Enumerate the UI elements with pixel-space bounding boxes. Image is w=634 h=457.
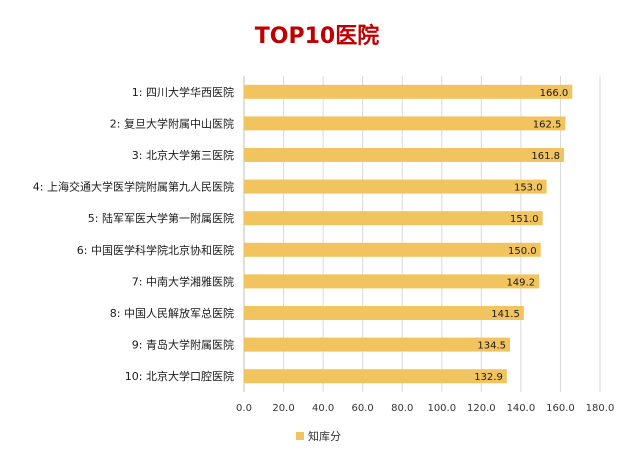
bar — [244, 369, 507, 384]
data-label: 141.5 — [491, 309, 520, 320]
category-label: 2: 复旦大学附属中山医院 — [110, 116, 234, 130]
data-label: 161.8 — [531, 151, 560, 162]
bar — [244, 211, 543, 226]
category-label: 10: 北京大学口腔医院 — [125, 369, 234, 383]
x-tick-label: 160.0 — [546, 403, 575, 414]
data-label: 166.0 — [540, 88, 569, 99]
bar — [244, 274, 540, 289]
labels-layer: 0.0 20.0 40.0 60.0 80.0 100.0 120.0 140.0 160.0 1… — [33, 85, 615, 414]
x-tick-label: 20.0 — [272, 403, 294, 414]
x-tick-label: 40.0 — [312, 403, 334, 414]
data-label: 149.2 — [506, 277, 535, 288]
bar — [244, 179, 547, 194]
bar — [244, 148, 565, 162]
x-tick-label: 0.0 — [236, 403, 252, 414]
category-label: 3: 北京大学第三医院 — [132, 148, 234, 162]
x-tick-label: 80.0 — [391, 403, 413, 414]
bars-layer — [244, 84, 573, 384]
legend-label: 知库分 — [308, 430, 341, 443]
bar — [244, 242, 541, 257]
bar — [244, 116, 566, 131]
x-tick-label: 100.0 — [427, 403, 456, 414]
category-label: 5: 陆军军医大学第一附属医院 — [88, 211, 234, 225]
data-label: 151.0 — [510, 214, 539, 225]
x-tick-label: 180.0 — [586, 403, 615, 414]
legend: 知库分 — [296, 428, 341, 444]
data-label: 162.5 — [533, 119, 562, 130]
category-label: 7: 中南大学湘雅医院 — [132, 274, 234, 288]
chart-title: TOP10医院 — [254, 24, 380, 49]
category-label: 8: 中国人民解放军总医院 — [110, 306, 234, 320]
data-label: 132.9 — [474, 372, 503, 383]
data-label: 153.0 — [514, 183, 543, 194]
bar — [244, 84, 573, 99]
x-tick-label: 120.0 — [467, 403, 496, 414]
x-tick-label: 140.0 — [507, 403, 536, 414]
category-label: 4: 上海交通大学医学院附属第九人民医院 — [33, 180, 234, 194]
data-label: 150.0 — [508, 246, 537, 257]
bar — [244, 306, 524, 320]
category-label: 9: 青岛大学附属医院 — [132, 338, 234, 352]
category-label: 1: 四川大学华西医院 — [132, 85, 234, 99]
category-label: 6: 中国医学科学院北京协和医院 — [77, 243, 234, 257]
bar — [244, 337, 511, 352]
data-label: 134.5 — [477, 341, 506, 352]
x-tick-label: 60.0 — [352, 403, 374, 414]
legend-swatch — [296, 432, 304, 440]
